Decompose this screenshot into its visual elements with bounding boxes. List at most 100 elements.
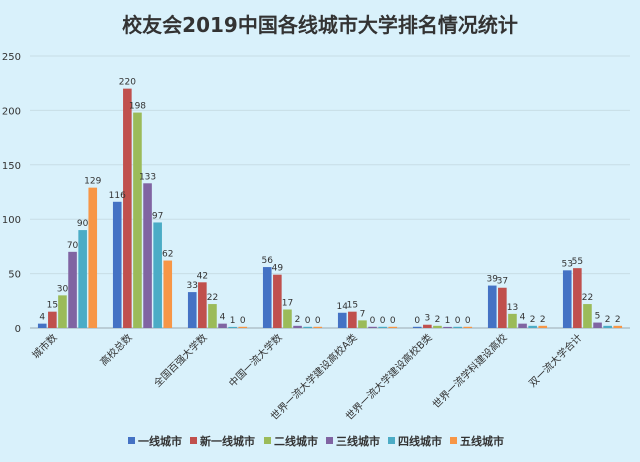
data-label: 15 xyxy=(47,301,58,311)
data-label: 2 xyxy=(295,315,301,325)
data-label: 3 xyxy=(424,314,430,324)
category-label: 高校总数 xyxy=(97,331,134,368)
legend-label: 一线城市 xyxy=(138,434,182,448)
bar xyxy=(613,325,623,328)
bar xyxy=(423,324,432,328)
y-tick-label: 150 xyxy=(2,161,21,172)
y-tick-label: 100 xyxy=(2,215,21,226)
y-tick-label: 50 xyxy=(8,270,21,281)
data-label: 97 xyxy=(152,211,163,221)
data-label: 17 xyxy=(282,299,293,309)
category-label: 全国百强大学数 xyxy=(151,331,210,390)
bar xyxy=(508,313,517,328)
bar xyxy=(218,323,227,328)
y-axis-ticks: 0 50 100 150 200 250 xyxy=(2,52,21,335)
bar xyxy=(487,285,497,328)
bar xyxy=(303,326,312,328)
legend-swatch xyxy=(190,437,197,444)
bar xyxy=(518,323,527,328)
data-label: 4 xyxy=(220,313,226,323)
data-label: 22 xyxy=(207,293,218,303)
data-label: 2 xyxy=(605,315,611,325)
category-label: 双一流大学合计 xyxy=(526,331,585,390)
legend-label: 新一线城市 xyxy=(200,434,255,448)
data-label: 55 xyxy=(572,257,583,267)
data-label: 90 xyxy=(77,219,89,229)
bar xyxy=(498,287,507,328)
data-label: 2 xyxy=(530,315,536,325)
data-label: 116 xyxy=(109,191,126,201)
bar xyxy=(68,251,77,328)
bar xyxy=(593,322,602,328)
category-label: 城市数 xyxy=(29,331,59,361)
y-tick-label: 0 xyxy=(15,324,21,335)
data-label: 2 xyxy=(540,315,546,325)
data-label: 5 xyxy=(595,312,601,322)
bar xyxy=(313,326,323,328)
bar xyxy=(583,304,592,328)
data-label: 0 xyxy=(240,316,246,326)
bar xyxy=(378,326,387,328)
data-label: 0 xyxy=(380,316,386,326)
data-label: 33 xyxy=(187,281,198,291)
data-label: 0 xyxy=(315,316,321,326)
data-label: 13 xyxy=(507,303,518,313)
chart-title: 校友会2019中国各线城市大学排名情况统计 xyxy=(122,13,518,37)
data-label: 62 xyxy=(162,250,173,260)
legend-label: 二线城市 xyxy=(274,434,318,448)
y-tick-label: 250 xyxy=(2,52,21,63)
data-label: 7 xyxy=(360,309,366,319)
data-label: 0 xyxy=(455,316,461,326)
data-label: 1 xyxy=(445,316,451,326)
bar xyxy=(443,326,452,328)
bar xyxy=(228,326,237,328)
legend-label: 五线城市 xyxy=(460,434,504,448)
legend-swatch xyxy=(450,437,457,444)
data-label: 30 xyxy=(57,284,69,294)
legend-swatch xyxy=(264,437,271,444)
data-label: 0 xyxy=(465,316,471,326)
data-label: 0 xyxy=(414,316,420,326)
bar xyxy=(573,268,582,328)
category-label: 世界一流大学建设高校A类 xyxy=(268,331,360,423)
data-label: 129 xyxy=(84,177,101,187)
data-label: 14 xyxy=(337,302,349,312)
data-label: 42 xyxy=(197,271,208,281)
bar xyxy=(412,326,422,328)
bars xyxy=(37,88,623,329)
bar xyxy=(58,295,67,328)
data-label: 70 xyxy=(67,241,79,251)
bar xyxy=(562,270,572,328)
data-label: 0 xyxy=(390,316,396,326)
bar xyxy=(368,326,377,328)
bar xyxy=(388,326,398,328)
bar xyxy=(337,312,347,328)
data-label: 2 xyxy=(435,315,441,325)
bar xyxy=(48,311,57,328)
data-label: 4 xyxy=(520,313,526,323)
bar xyxy=(163,260,173,328)
bar xyxy=(187,292,197,328)
bar xyxy=(273,274,282,328)
data-label: 0 xyxy=(305,316,311,326)
legend-swatch xyxy=(326,437,333,444)
bar xyxy=(433,325,442,328)
bar xyxy=(283,309,292,328)
legend-label: 三线城市 xyxy=(336,434,380,448)
data-label: 53 xyxy=(562,259,573,269)
data-label: 56 xyxy=(262,256,274,266)
data-label: 49 xyxy=(272,264,284,274)
category-label: 世界一流大学建设高校B类 xyxy=(343,331,435,423)
y-tick-label: 200 xyxy=(2,106,21,117)
bar xyxy=(453,326,462,328)
bar xyxy=(78,230,87,328)
data-label: 37 xyxy=(497,277,508,287)
bar xyxy=(208,304,217,328)
legend-swatch xyxy=(388,437,395,444)
bar xyxy=(528,325,537,328)
bar xyxy=(153,222,162,328)
bar xyxy=(198,282,207,328)
bar xyxy=(538,325,548,328)
data-label: 2 xyxy=(615,315,621,325)
